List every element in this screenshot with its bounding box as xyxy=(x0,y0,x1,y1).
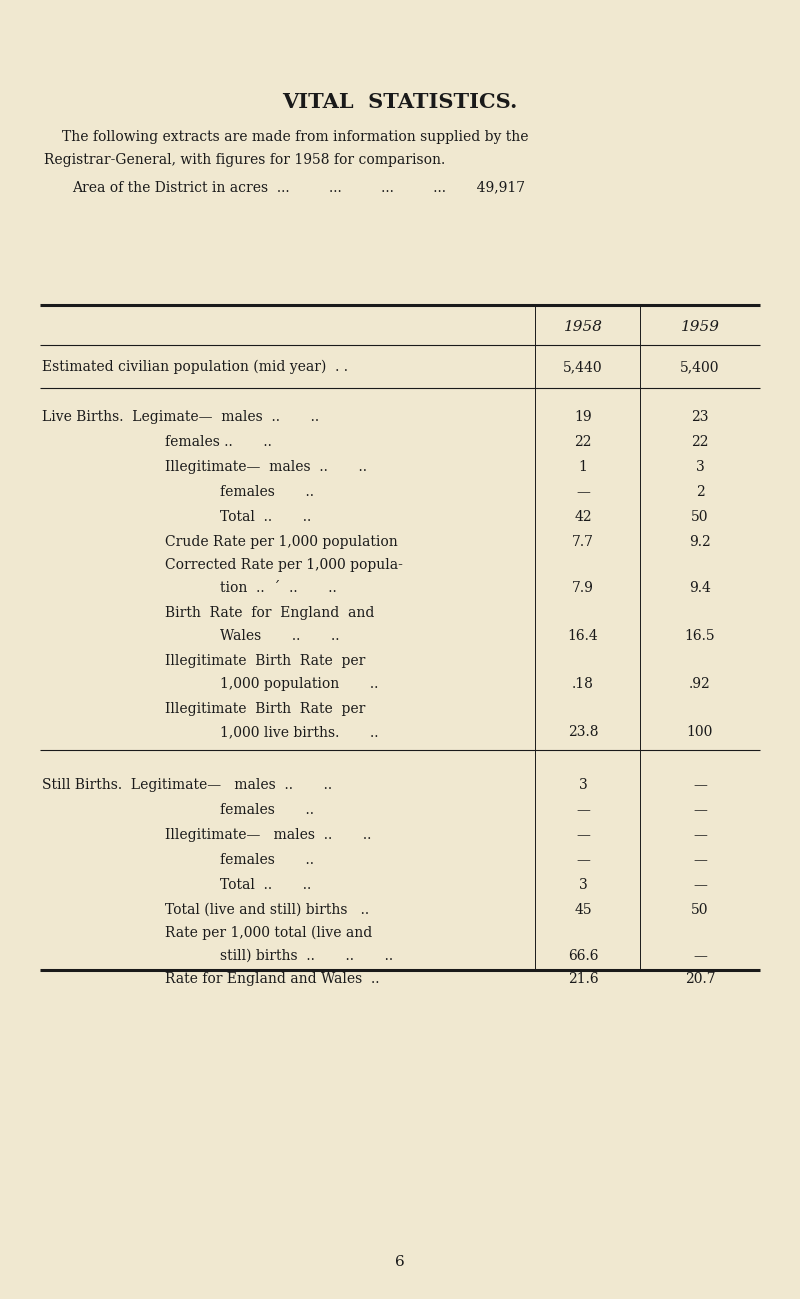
Text: Corrected Rate per 1,000 popula-: Corrected Rate per 1,000 popula- xyxy=(165,559,403,572)
Text: females       ..: females .. xyxy=(220,485,314,499)
Text: 1: 1 xyxy=(578,460,587,474)
Text: still) births  ..       ..       ..: still) births .. .. .. xyxy=(220,950,393,963)
Text: 3: 3 xyxy=(578,878,587,892)
Text: 1958: 1958 xyxy=(563,320,602,334)
Text: 50: 50 xyxy=(691,903,709,917)
Text: 16.5: 16.5 xyxy=(685,629,715,643)
Text: —: — xyxy=(693,950,707,963)
Text: .92: .92 xyxy=(689,677,711,691)
Text: 21.6: 21.6 xyxy=(568,972,598,986)
Text: Live Births.  Legimate—  males  ..       ..: Live Births. Legimate— males .. .. xyxy=(42,410,319,423)
Text: 3: 3 xyxy=(696,460,704,474)
Text: Total  ..       ..: Total .. .. xyxy=(220,511,311,523)
Text: 6: 6 xyxy=(395,1255,405,1269)
Text: 22: 22 xyxy=(691,435,709,449)
Text: 2: 2 xyxy=(696,485,704,499)
Text: Area of the District in acres  ...         ...         ...         ...       49,: Area of the District in acres ... ... ..… xyxy=(72,181,525,194)
Text: 19: 19 xyxy=(574,410,592,423)
Text: 3: 3 xyxy=(578,778,587,792)
Text: 45: 45 xyxy=(574,903,592,917)
Text: 16.4: 16.4 xyxy=(568,629,598,643)
Text: Registrar-General, with figures for 1958 for comparison.: Registrar-General, with figures for 1958… xyxy=(44,153,446,168)
Text: VITAL  STATISTICS.: VITAL STATISTICS. xyxy=(282,92,518,112)
Text: The following extracts are made from information supplied by the: The following extracts are made from inf… xyxy=(62,130,529,144)
Text: 50: 50 xyxy=(691,511,709,523)
Text: —: — xyxy=(576,853,590,866)
Text: —: — xyxy=(693,803,707,817)
Text: 23: 23 xyxy=(691,410,709,423)
Text: Still Births.  Legitimate—   males  ..       ..: Still Births. Legitimate— males .. .. xyxy=(42,778,332,792)
Text: tion  ..  ´  ..       ..: tion .. ´ .. .. xyxy=(220,581,337,595)
Text: 9.4: 9.4 xyxy=(689,581,711,595)
Text: Estimated civilian population (mid year)  . .: Estimated civilian population (mid year)… xyxy=(42,360,348,374)
Text: 1959: 1959 xyxy=(681,320,719,334)
Text: Total (live and still) births   ..: Total (live and still) births .. xyxy=(165,903,369,917)
Text: —: — xyxy=(576,827,590,842)
Text: Illegitimate—   males  ..       ..: Illegitimate— males .. .. xyxy=(165,827,371,842)
Text: —: — xyxy=(693,878,707,892)
Text: 23.8: 23.8 xyxy=(568,725,598,739)
Text: females       ..: females .. xyxy=(220,803,314,817)
Text: Wales       ..       ..: Wales .. .. xyxy=(220,629,339,643)
Text: Illegitimate  Birth  Rate  per: Illegitimate Birth Rate per xyxy=(165,653,366,668)
Text: —: — xyxy=(693,853,707,866)
Text: 20.7: 20.7 xyxy=(685,972,715,986)
Text: Crude Rate per 1,000 population: Crude Rate per 1,000 population xyxy=(165,535,398,549)
Text: Rate for England and Wales  ..: Rate for England and Wales .. xyxy=(165,972,379,986)
Text: —: — xyxy=(576,803,590,817)
Text: females ..       ..: females .. .. xyxy=(165,435,272,449)
Text: 22: 22 xyxy=(574,435,592,449)
Text: 100: 100 xyxy=(687,725,713,739)
Text: Rate per 1,000 total (live and: Rate per 1,000 total (live and xyxy=(165,926,372,940)
Text: Total  ..       ..: Total .. .. xyxy=(220,878,311,892)
Text: 9.2: 9.2 xyxy=(689,535,711,549)
Text: —: — xyxy=(693,827,707,842)
Text: .18: .18 xyxy=(572,677,594,691)
Text: females       ..: females .. xyxy=(220,853,314,866)
Text: 7.7: 7.7 xyxy=(572,535,594,549)
Text: 5,400: 5,400 xyxy=(680,360,720,374)
Text: 42: 42 xyxy=(574,511,592,523)
Text: 1,000 population       ..: 1,000 population .. xyxy=(220,677,378,691)
Text: Illegitimate  Birth  Rate  per: Illegitimate Birth Rate per xyxy=(165,701,366,716)
Text: —: — xyxy=(693,778,707,792)
Text: 66.6: 66.6 xyxy=(568,950,598,963)
Text: 5,440: 5,440 xyxy=(563,360,603,374)
Text: —: — xyxy=(576,485,590,499)
Text: Illegitimate—  males  ..       ..: Illegitimate— males .. .. xyxy=(165,460,367,474)
Text: 7.9: 7.9 xyxy=(572,581,594,595)
Text: Birth  Rate  for  England  and: Birth Rate for England and xyxy=(165,607,374,620)
Text: 1,000 live births.       ..: 1,000 live births. .. xyxy=(220,725,378,739)
